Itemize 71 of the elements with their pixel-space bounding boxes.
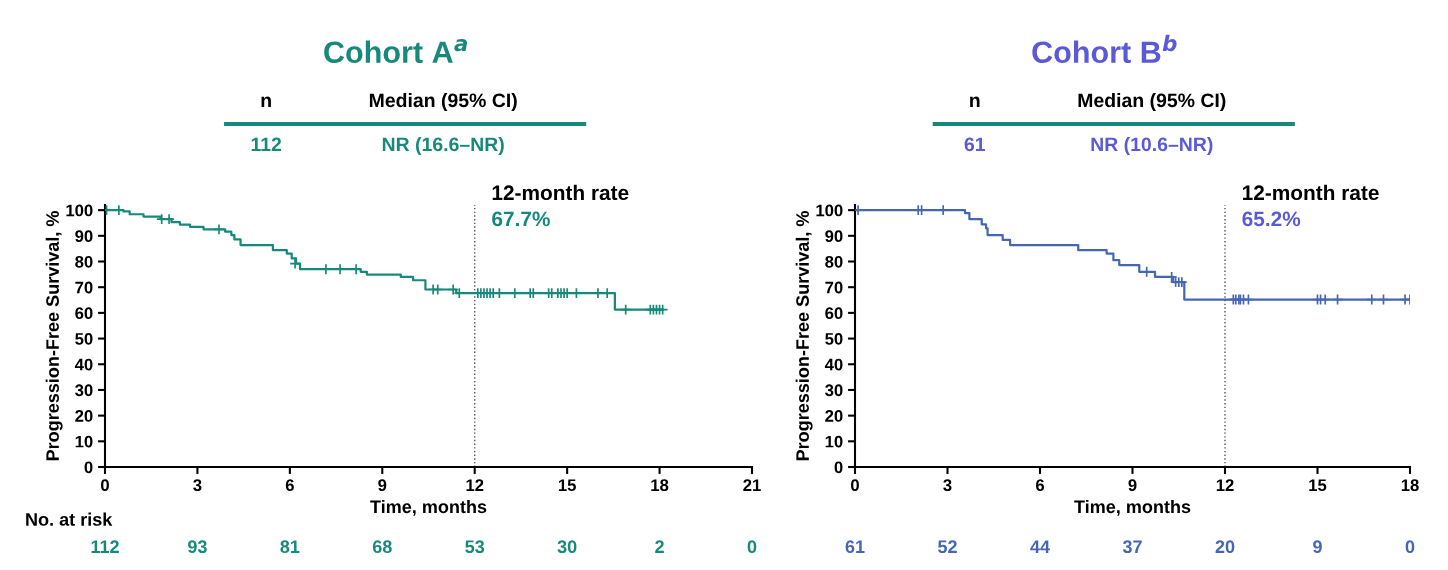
y-tick-label: 30: [825, 384, 843, 397]
y-axis-title: Progression-Free Survival, %: [45, 211, 63, 461]
text: Median (95% CI): [369, 92, 517, 112]
y-tick-label: 40: [74, 358, 93, 371]
x-tick-label: 18: [1401, 479, 1419, 492]
x-tick-label: 12: [466, 479, 484, 491]
text: NR (16.6–NR): [382, 136, 504, 156]
annotation: 65.2%: [1242, 211, 1301, 227]
x-tick-label: 18: [651, 479, 669, 492]
x-axis-title: Time, months: [370, 499, 487, 516]
y-tick-label: 50: [75, 332, 93, 345]
text: 53: [465, 540, 485, 554]
chart-title: Cohort A$^{a}$: [324, 39, 468, 64]
x-tick-label: 0: [101, 479, 109, 492]
text: 52: [938, 540, 957, 554]
text: 20: [1215, 540, 1235, 554]
text: 61: [845, 540, 865, 554]
text: 37: [1122, 540, 1142, 554]
text: Median (95% CI): [1078, 92, 1226, 112]
text: 93: [188, 540, 207, 554]
text: 112: [91, 540, 119, 553]
x-tick-label: 12: [1216, 479, 1234, 491]
y-tick-label: 20: [825, 410, 843, 422]
y-tick-label: 30: [75, 384, 93, 397]
x-tick-label: 6: [1035, 479, 1045, 492]
text: 61: [964, 137, 986, 152]
x-tick-label: 9: [1128, 479, 1137, 492]
y-tick-label: 90: [75, 230, 93, 243]
text: 68: [372, 540, 392, 554]
x-axis-title: Time, months: [1074, 499, 1191, 516]
text: 44: [1030, 540, 1050, 553]
y-axis-title: Progression-Free Survival, %: [795, 211, 813, 461]
annotation: 67.7%: [492, 211, 550, 227]
text: NR (10.6–NR): [1091, 136, 1213, 156]
x-tick-label: 21: [743, 479, 761, 491]
y-tick-label: 80: [825, 255, 843, 268]
y-tick-label: 40: [824, 358, 843, 371]
x-tick-label: 15: [558, 479, 576, 492]
y-tick-label: 10: [75, 435, 93, 448]
x-tick-label: 6: [285, 479, 294, 492]
y-tick-label: 20: [75, 410, 93, 422]
y-tick-label: 0: [84, 461, 93, 474]
x-tick-label: 9: [378, 479, 387, 492]
text: n: [261, 96, 271, 108]
y-tick-label: 0: [834, 461, 843, 474]
y-tick-label: 100: [816, 204, 843, 217]
y-tick-label: 70: [825, 281, 843, 294]
x-tick-label: 15: [1309, 479, 1327, 492]
x-tick-label: 0: [851, 479, 859, 492]
y-tick-label: 90: [825, 230, 843, 243]
text: 9: [1313, 540, 1322, 554]
text: 30: [557, 540, 577, 554]
y-tick-label: 60: [825, 307, 843, 320]
text: 12-month rate: [1242, 184, 1379, 201]
text: 81: [280, 540, 300, 554]
y-tick-label: 70: [75, 281, 93, 294]
text: No. at risk: [26, 512, 113, 526]
x-tick-label: 3: [193, 479, 202, 492]
x-tick-label: 3: [943, 479, 952, 492]
text: n: [970, 96, 980, 108]
text: 112: [251, 137, 282, 152]
chart-title: Cohort B$^{b}$: [1032, 34, 1177, 64]
y-tick-label: 60: [75, 307, 93, 320]
text: 2: [655, 540, 664, 553]
y-tick-label: 80: [75, 255, 93, 268]
text: 0: [747, 540, 757, 554]
y-tick-label: 10: [825, 435, 843, 448]
text: 12-month rate: [492, 184, 629, 201]
y-tick-label: 100: [66, 204, 93, 217]
text: 0: [1405, 540, 1415, 554]
y-tick-label: 50: [825, 332, 843, 345]
